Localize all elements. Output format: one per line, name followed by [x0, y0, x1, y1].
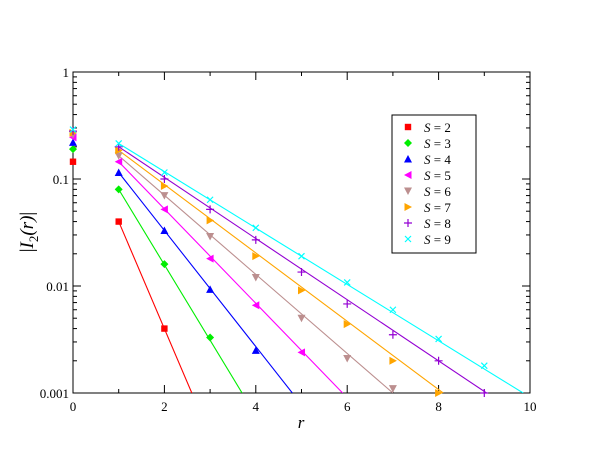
data-point-s7 [206, 216, 215, 225]
data-point-s2 [69, 158, 77, 165]
data-point-s7 [435, 389, 443, 397]
data-point-s4 [251, 346, 260, 354]
data-point-s7 [298, 286, 306, 295]
data-point-s9 [69, 126, 77, 133]
series-s4-points [69, 138, 260, 354]
data-point-s9 [389, 306, 397, 314]
data-point-s6 [160, 192, 169, 200]
data-point-s9 [160, 169, 168, 176]
x-axis-title: r [298, 413, 305, 432]
fit-line-s5 [118, 161, 344, 393]
legend-label-s8: S = 8 [424, 216, 451, 231]
series-s2-points [69, 158, 168, 332]
data-point-s5 [297, 348, 305, 357]
data-point-s8 [251, 235, 260, 244]
fit-line-s8 [118, 146, 487, 393]
data-point-s9 [252, 224, 260, 232]
data-point-s6 [297, 314, 306, 323]
data-point-s4 [69, 138, 77, 146]
data-point-s3 [114, 185, 123, 194]
data-point-s9 [206, 196, 214, 204]
data-point-s6 [388, 385, 397, 393]
data-point-s8 [297, 268, 306, 277]
data-point-s5 [160, 205, 168, 214]
data-point-s4 [206, 285, 215, 293]
data-point-s2 [161, 325, 168, 332]
legend-marker-s4 [404, 155, 412, 163]
legend-label-s9: S = 9 [424, 232, 451, 247]
data-point-s2 [115, 218, 122, 225]
data-point-s8 [388, 330, 397, 339]
data-point-s6 [251, 274, 260, 282]
series-s9-points [69, 126, 488, 370]
data-point-s8 [343, 299, 352, 308]
data-point-s9 [343, 278, 351, 286]
data-point-s3 [160, 260, 169, 269]
data-point-s6 [343, 355, 352, 363]
legend-box [391, 114, 477, 254]
legend-marker-s8 [404, 219, 412, 227]
data-point-s6 [114, 152, 123, 160]
legend-marker-s9 [404, 235, 412, 243]
legend-marker-s6 [404, 187, 412, 195]
data-point-s6 [206, 233, 215, 241]
y-tick-label: 1 [63, 65, 70, 80]
data-point-s9 [435, 335, 443, 343]
legend-label-s7: S = 7 [424, 200, 451, 215]
fit-line-s9 [118, 142, 524, 393]
x-tick-label: 6 [344, 399, 351, 414]
y-axis-title: |I2(r)| [17, 212, 41, 253]
data-point-s9 [115, 140, 123, 147]
data-point-s5 [206, 254, 214, 263]
fit-line-s3 [118, 189, 243, 393]
data-point-s8 [69, 127, 77, 136]
legend-label-s4: S = 4 [424, 152, 451, 167]
legend-label-s5: S = 5 [424, 168, 451, 183]
x-tick-label: 0 [70, 399, 77, 414]
series-s3-points [69, 145, 215, 342]
data-point-s9 [480, 362, 488, 370]
y-tick-label: 0.01 [46, 279, 69, 294]
x-tick-label: 4 [253, 399, 260, 414]
data-point-s7 [252, 252, 260, 261]
series-s5-points [69, 133, 305, 357]
data-point-s3 [206, 333, 215, 342]
markers-layer [69, 126, 489, 397]
legend-label-s6: S = 6 [424, 184, 451, 199]
data-point-s5 [114, 157, 123, 166]
data-point-s5 [251, 301, 260, 310]
x-tick-label: 2 [161, 399, 168, 414]
data-point-s4 [160, 226, 169, 235]
data-point-s4 [114, 168, 123, 177]
data-point-s8 [434, 356, 443, 365]
data-point-s8 [480, 389, 489, 397]
fit-line-s2 [118, 221, 193, 393]
data-point-s9 [298, 252, 305, 260]
data-point-s7 [160, 182, 169, 191]
legend-label-s2: S = 2 [424, 120, 451, 135]
data-point-s3 [69, 145, 77, 154]
fit-line-s7 [118, 149, 444, 393]
fit-line-s4 [118, 172, 293, 393]
x-tick-label: 10 [524, 399, 537, 414]
data-point-s8 [206, 205, 215, 214]
y-tick-label: 0.1 [53, 172, 69, 187]
data-point-s7 [389, 356, 397, 365]
data-point-s7 [343, 320, 352, 329]
y-tick-label: 0.001 [40, 386, 69, 401]
legend-marker-s2 [404, 123, 412, 131]
data-point-s8 [160, 175, 169, 183]
legend-marker-s3 [404, 139, 412, 147]
legend: S = 2S = 3S = 4S = 5S = 6S = 7S = 8S = 9 [391, 114, 477, 254]
x-tick-label: 8 [435, 399, 442, 414]
legend-marker-s7 [404, 203, 412, 211]
series-s8-points [69, 127, 489, 397]
legend-label-s3: S = 3 [424, 136, 451, 151]
legend-marker-s5 [404, 171, 412, 179]
